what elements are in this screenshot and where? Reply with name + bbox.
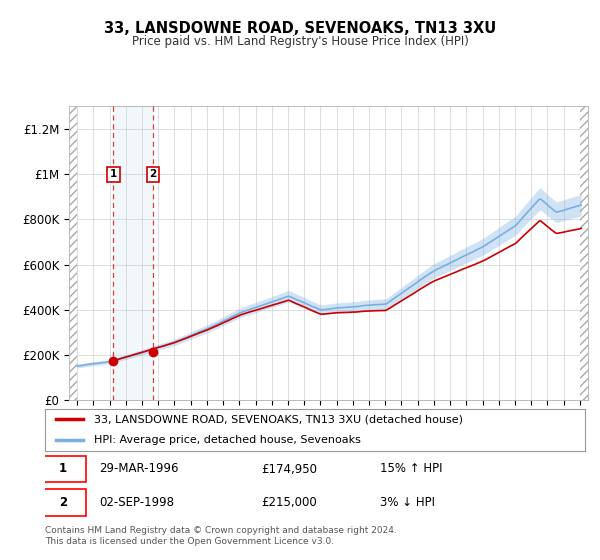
Text: 1: 1	[59, 463, 67, 475]
FancyBboxPatch shape	[40, 456, 86, 482]
Text: 2: 2	[59, 496, 67, 509]
Text: £174,950: £174,950	[261, 463, 317, 475]
Text: 02-SEP-1998: 02-SEP-1998	[99, 496, 174, 509]
Text: HPI: Average price, detached house, Sevenoaks: HPI: Average price, detached house, Seve…	[94, 435, 361, 445]
FancyBboxPatch shape	[40, 489, 86, 516]
Text: 15% ↑ HPI: 15% ↑ HPI	[380, 463, 442, 475]
Text: 33, LANSDOWNE ROAD, SEVENOAKS, TN13 3XU: 33, LANSDOWNE ROAD, SEVENOAKS, TN13 3XU	[104, 21, 496, 36]
Text: 3% ↓ HPI: 3% ↓ HPI	[380, 496, 435, 509]
Bar	[580, 106, 588, 400]
Text: 2: 2	[149, 169, 157, 179]
Text: Contains HM Land Registry data © Crown copyright and database right 2024.
This d: Contains HM Land Registry data © Crown c…	[45, 526, 397, 546]
Text: 33, LANSDOWNE ROAD, SEVENOAKS, TN13 3XU (detached house): 33, LANSDOWNE ROAD, SEVENOAKS, TN13 3XU …	[94, 414, 463, 424]
Bar	[113, 106, 153, 400]
Text: £215,000: £215,000	[261, 496, 317, 509]
Text: 1: 1	[110, 169, 117, 179]
Text: 29-MAR-1996: 29-MAR-1996	[99, 463, 179, 475]
Text: Price paid vs. HM Land Registry's House Price Index (HPI): Price paid vs. HM Land Registry's House …	[131, 35, 469, 48]
Bar	[69, 106, 77, 400]
